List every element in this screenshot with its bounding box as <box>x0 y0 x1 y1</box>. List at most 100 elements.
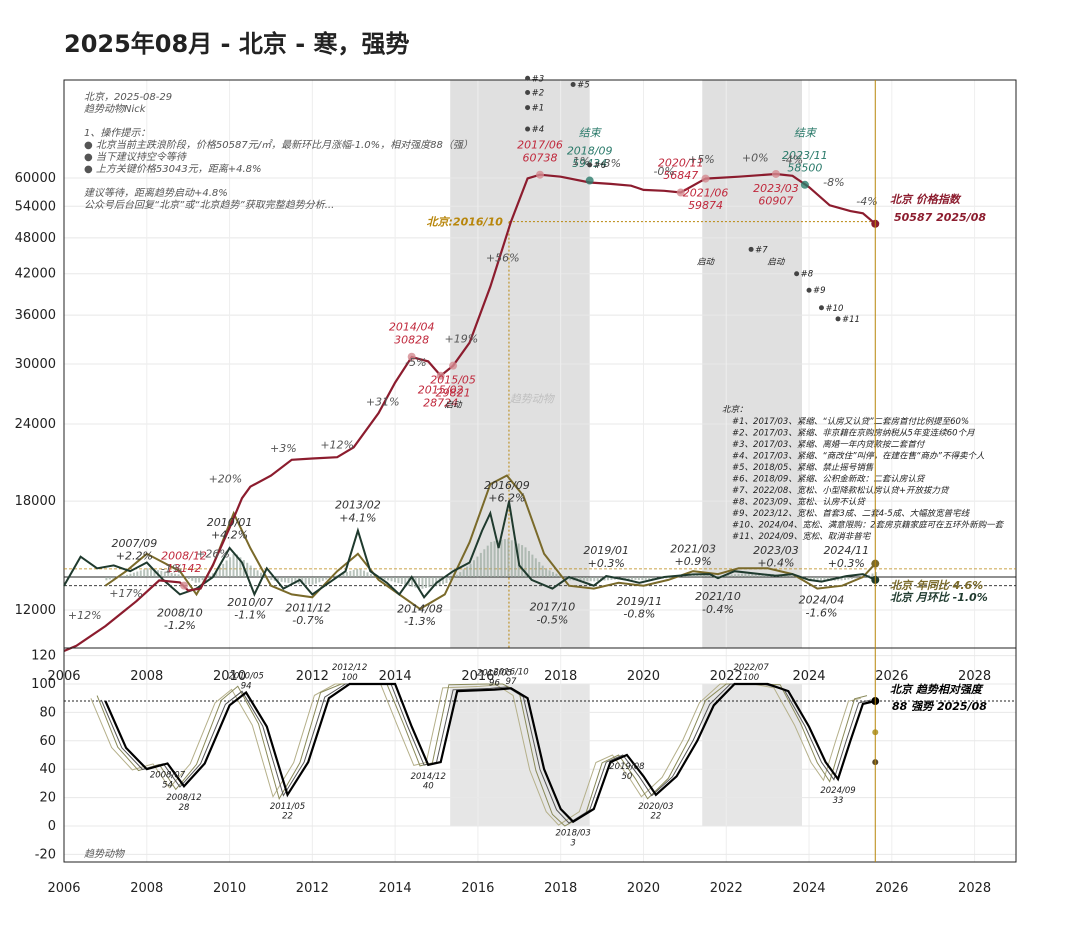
histogram-bar <box>218 567 221 577</box>
price-line <box>63 172 877 653</box>
histogram-bar <box>685 575 688 577</box>
histogram-bar <box>548 570 551 577</box>
mom-annotation: 2013/02 +4.1% <box>335 499 381 525</box>
histogram-bar <box>479 552 482 577</box>
histogram-bar <box>167 572 170 577</box>
rs-end-label: 北京 趋势相对强度 <box>890 683 984 696</box>
histogram-bar <box>390 577 393 582</box>
histogram-bar <box>136 571 139 577</box>
histogram-bar <box>256 570 259 577</box>
histogram-bar <box>644 577 647 581</box>
policy-dot <box>525 90 531 96</box>
y-tick-label-rs: 100 <box>31 677 56 692</box>
pct-label: 1% <box>573 155 590 168</box>
policy-marker: #3 <box>532 74 545 84</box>
policy-marker: #7 <box>755 245 768 255</box>
y-tick-label: 18000 <box>15 494 56 509</box>
chart-title: 2025年08月 - 北京 - 寒，强势 <box>64 30 410 58</box>
histogram-bar <box>143 569 146 577</box>
policy-line: #9、2023/12、宽松、首套3成、二套4-5成、大幅放宽普宅线 <box>732 508 971 519</box>
histogram-bar <box>191 577 194 581</box>
policy-line: #7、2022/08、宽松、小型降款松认房认贷+开放拔力贷 <box>732 485 950 496</box>
rs-annotation: 2022/07 100 <box>733 663 769 683</box>
x-tick-label-mid: 2010 <box>213 669 246 684</box>
histogram-bar <box>651 577 654 580</box>
histogram-bar <box>545 568 548 577</box>
pct-label: +12% <box>68 609 102 622</box>
histogram-bar <box>486 545 489 577</box>
pct-label: +56% <box>486 251 520 264</box>
histogram-bar <box>263 575 266 577</box>
histogram-bar <box>809 577 812 580</box>
x-tick-label: 2018 <box>544 881 577 896</box>
price-point <box>800 180 809 189</box>
pct-label: -3% <box>600 157 621 170</box>
mom-annotation: 2024/11 +0.3% <box>823 544 869 570</box>
rs-annotation: 2011/05 22 <box>270 802 305 822</box>
info-line: 公众号后台回复“北京”或“北京趋势”获取完整趋势分析... <box>84 199 334 211</box>
pct-label: +17% <box>109 587 143 600</box>
policy-dot <box>748 246 754 252</box>
x-tick-label-mid: 2028 <box>958 669 991 684</box>
price-annotation: 2020/11 56847 <box>658 156 704 182</box>
histogram-bar <box>744 573 747 577</box>
price-point <box>536 170 544 179</box>
mom-annotation: 2019/01 +0.3% <box>583 544 629 570</box>
histogram-bar <box>716 575 719 577</box>
rs-annotation: 2010/05 94 <box>228 672 263 692</box>
policy-marker: #2 <box>532 89 545 99</box>
price-point <box>585 176 594 185</box>
policy-line: #10、2024/04、宽松、满意限购：2套房京籍家庭可在五环外新购一套 <box>732 520 1005 531</box>
launch-label: 启动 <box>445 400 464 411</box>
price-end-value: 50587 2025/08 <box>894 211 986 224</box>
histogram-bar <box>816 577 819 582</box>
mom-annotation: 2016/09 +6.2% <box>484 479 530 505</box>
shade-bottom-0 <box>450 684 590 826</box>
histogram-bar <box>108 577 111 580</box>
histogram-bar <box>541 565 544 577</box>
y-tick-label-rs: 80 <box>39 705 56 720</box>
histogram-bar <box>538 561 541 577</box>
rs-annotation: 2012/12 100 <box>332 663 367 683</box>
yoy-line <box>104 474 877 611</box>
info-line: 建议等待，距离趋势启动+4.8% <box>84 187 228 199</box>
histogram-bar <box>493 541 496 577</box>
histogram-bar <box>404 577 407 585</box>
histogram-bar <box>823 577 826 582</box>
histogram-bar <box>641 577 644 581</box>
histogram-bar <box>682 576 685 577</box>
price-end-label: 北京 价格指数 <box>890 193 962 206</box>
histogram-bar <box>589 577 592 582</box>
histogram-bar <box>703 575 706 577</box>
histogram-bar <box>424 577 427 589</box>
histogram-bar <box>270 577 273 580</box>
histogram-bar <box>163 571 166 577</box>
histogram-bar <box>311 577 314 585</box>
x-tick-label: 2010 <box>213 881 246 896</box>
mom-annotation: 2019/11 -0.8% <box>616 595 662 621</box>
mom-annotation: 2021/10 -0.4% <box>695 590 741 616</box>
histogram-bar <box>314 577 317 584</box>
price-point <box>676 188 685 197</box>
mom-annotation: 2021/03 +0.9% <box>670 542 716 568</box>
histogram-bar <box>466 566 469 577</box>
histogram-bar <box>328 577 331 579</box>
histogram-bar <box>706 575 709 577</box>
histogram-bar <box>531 554 534 577</box>
price-annotation: 2017/06 60738 <box>517 139 563 165</box>
histogram-bar <box>789 575 792 577</box>
histogram-bar <box>555 573 558 577</box>
histogram-bar <box>758 573 761 577</box>
histogram-bar <box>122 575 125 577</box>
info-line: ● 北京当前主跌浪阶段，价格50587元/㎡，最新环比月涨幅-1.0%，相对强度… <box>84 139 473 151</box>
histogram-bar <box>854 577 857 579</box>
rs-end-value: 88 强势 2025/08 <box>892 700 987 713</box>
histogram-bar <box>211 573 214 577</box>
histogram-bar <box>383 577 386 580</box>
histogram-bar <box>318 577 321 583</box>
histogram-bar <box>751 573 754 577</box>
histogram-bar <box>734 574 737 577</box>
histogram-bar <box>871 573 874 577</box>
histogram-bar <box>507 538 510 577</box>
policy-marker: #5 <box>577 81 590 91</box>
